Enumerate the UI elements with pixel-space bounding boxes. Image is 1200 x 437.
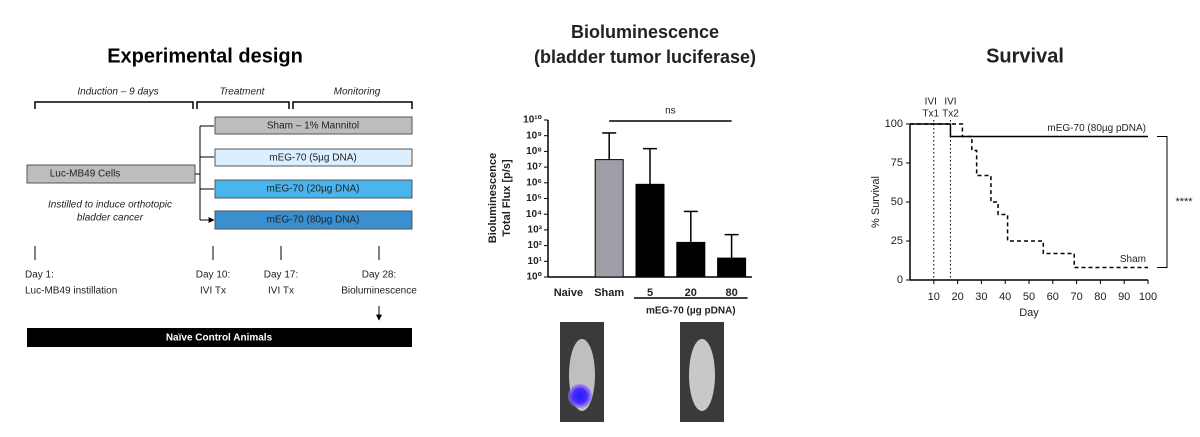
- design-panel: Experimental design Induction – 9 days T…: [25, 45, 417, 347]
- timeline-label: Day 10:: [196, 270, 230, 281]
- series-label: Sham: [1120, 254, 1146, 265]
- y-tick-label: 10¹⁰: [523, 115, 542, 126]
- branch: [195, 125, 213, 221]
- timeline-label: Day 17:: [264, 270, 298, 281]
- x-tick-label: 60: [1047, 291, 1059, 303]
- group-label: mEG-70 (5µg DNA): [269, 153, 356, 164]
- x-tick-label: 50: [1023, 291, 1035, 303]
- y-tick-label: 10²: [528, 240, 543, 251]
- phase-label: Monitoring: [334, 87, 381, 98]
- significance-label: ****: [1175, 196, 1193, 208]
- y-axis-label: Bioluminescence: [487, 153, 499, 243]
- x-axis-label: Day: [1019, 307, 1039, 319]
- x-tick-label: 70: [1070, 291, 1082, 303]
- treatment-label: Tx2: [942, 109, 959, 120]
- timeline-label: Luc-MB49 instillation: [25, 286, 117, 297]
- group-label: Sham – 1% Mannitol: [267, 121, 359, 132]
- y-tick-label: 10⁵: [526, 193, 542, 204]
- phase-label: Treatment: [220, 87, 266, 98]
- treatment-label: IVI: [944, 97, 956, 108]
- phase-label: Induction – 9 days: [77, 87, 158, 98]
- tumor-signal: [568, 384, 592, 408]
- significance-bracket: [1157, 135, 1168, 269]
- x-tick-label: 100: [1139, 291, 1157, 303]
- y-tick-label: 75: [891, 157, 903, 169]
- group-box: [214, 148, 413, 167]
- y-tick-label: 10¹: [528, 256, 543, 267]
- y-tick-label: 0: [897, 274, 903, 286]
- x-tick-label: 20: [951, 291, 963, 303]
- y-axis-label: % Survival: [870, 176, 882, 228]
- branch-arrow: [205, 125, 214, 220]
- mouse-body: [689, 339, 715, 411]
- group-box: [214, 210, 413, 230]
- y-tick-label: 10⁷: [527, 162, 542, 173]
- y-tick-label: 10⁴: [526, 209, 542, 220]
- x-tick-label: 5: [647, 287, 653, 299]
- annotation: ns: [665, 106, 676, 117]
- survival-line: [910, 123, 1148, 138]
- y-tick-label: 50: [891, 196, 903, 208]
- mouse-images: [560, 322, 724, 422]
- group-box: [214, 116, 413, 135]
- treatment-label: IVI: [925, 97, 937, 108]
- series-label: mEG-70 (80µg pDNA): [1047, 123, 1146, 134]
- start-box-label: Luc-MB49 Cells: [50, 169, 121, 180]
- chart-title: Bioluminescence: [571, 22, 719, 42]
- y-tick-label: 10⁸: [526, 146, 542, 157]
- start-note: bladder cancer: [77, 213, 144, 224]
- y-tick-label: 10⁹: [526, 130, 542, 141]
- x-tick-label: 90: [1118, 291, 1130, 303]
- x-tick-label: 40: [999, 291, 1011, 303]
- x-tick-label: Sham: [594, 287, 624, 299]
- bar: [635, 183, 665, 278]
- control-bar: [27, 328, 412, 347]
- x-tick-label: Naive: [554, 287, 583, 299]
- group-label: mEG-70 (20µg DNA): [266, 184, 359, 195]
- bar: [676, 241, 706, 278]
- x-tick-label: 10: [928, 291, 940, 303]
- y-tick-label: 10⁶: [526, 177, 542, 188]
- survival-line: [910, 123, 1148, 269]
- design-title: Experimental design: [107, 45, 303, 67]
- phase-bracket: [34, 101, 413, 109]
- time-arrow: [34, 246, 379, 320]
- timeline-label: IVI Tx: [268, 286, 294, 297]
- treatment-label: Tx1: [922, 109, 939, 120]
- x-tick-label: 80: [1094, 291, 1106, 303]
- y-axis-label: Total Flux [p/s]: [501, 159, 513, 237]
- y-tick-label: 10⁰: [526, 272, 542, 283]
- bar: [594, 159, 624, 278]
- group-label: mEG-70 (µg pDNA): [646, 306, 736, 317]
- control-label: Naïve Control Animals: [166, 333, 273, 344]
- chart-title: Survival: [986, 45, 1064, 67]
- x-tick-label: 30: [975, 291, 987, 303]
- timeline-label: Day 28:: [362, 270, 396, 281]
- x-tick-label: 80: [725, 287, 737, 299]
- y-tick-label: 100: [885, 118, 903, 130]
- bar: [717, 257, 747, 278]
- y-tick-label: 25: [891, 235, 903, 247]
- timeline-label: IVI Tx: [200, 286, 226, 297]
- group-label: mEG-70 (80µg DNA): [266, 215, 359, 226]
- group-box: [214, 179, 413, 199]
- x-tick-label: 20: [685, 287, 697, 299]
- timeline-label: Bioluminescence: [341, 286, 417, 297]
- timeline-label: Day 1:: [25, 270, 54, 281]
- chart-title: (bladder tumor luciferase): [534, 47, 756, 67]
- start-note: Instilled to induce orthotopic: [48, 200, 172, 211]
- y-tick-label: 10³: [528, 225, 543, 236]
